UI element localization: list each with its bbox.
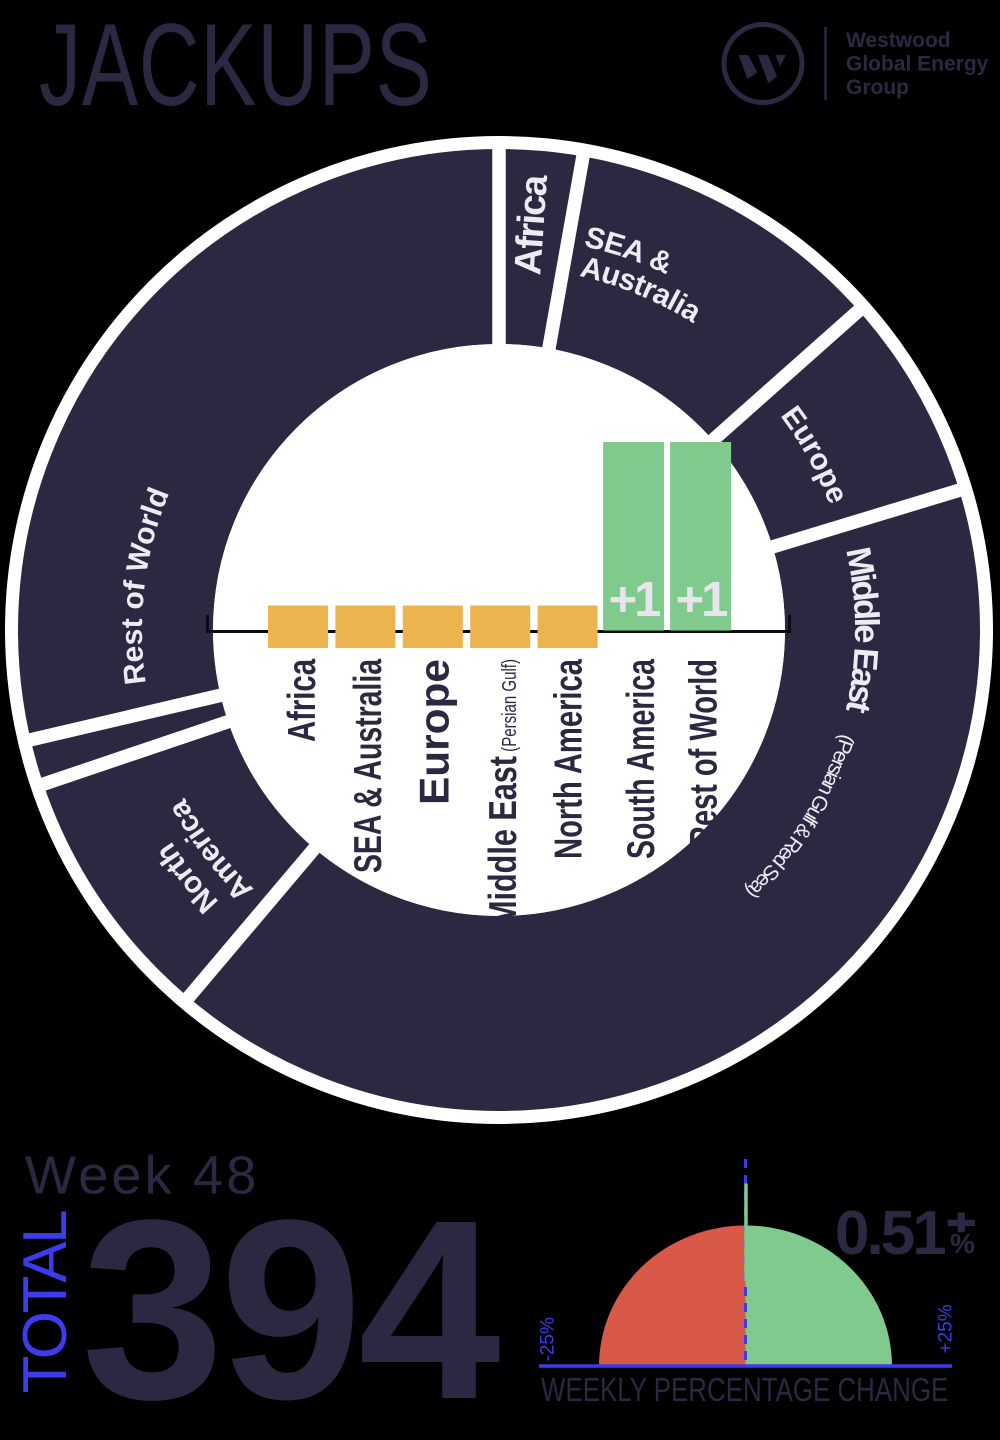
svg-text:North America: North America xyxy=(548,659,591,859)
svg-text:Global Energy: Global Energy xyxy=(846,53,989,76)
svg-text:JACKUPS: JACKUPS xyxy=(39,0,433,130)
svg-text:Week 48: Week 48 xyxy=(25,1146,260,1206)
svg-text:WEEKLY PERCENTAGE CHANGE: WEEKLY PERCENTAGE CHANGE xyxy=(541,1372,948,1409)
svg-text:+25%: +25% xyxy=(936,1304,957,1353)
svg-text:0.51: 0.51 xyxy=(835,1199,945,1268)
svg-text:SEA & Australia: SEA & Australia xyxy=(347,659,390,873)
svg-text:Group: Group xyxy=(846,76,909,99)
svg-text:South America: South America xyxy=(620,659,663,859)
svg-text:+1: +1 xyxy=(676,573,728,627)
svg-text:Africa: Africa xyxy=(507,173,556,277)
svg-text:Africa: Africa xyxy=(281,659,324,742)
svg-text:TOTAL: TOTAL xyxy=(11,1211,80,1394)
svg-text:Middle East (Persian Gulf): Middle East (Persian Gulf) xyxy=(482,659,525,926)
svg-text:+1: +1 xyxy=(609,573,661,627)
svg-text:394: 394 xyxy=(82,1167,500,1440)
svg-text:Rest of World: Rest of World xyxy=(683,659,726,847)
svg-text:Westwood: Westwood xyxy=(846,29,951,52)
svg-text:-25%: -25% xyxy=(538,1317,559,1361)
svg-text:Europe: Europe xyxy=(410,659,457,805)
svg-text:%: % xyxy=(950,1228,975,1259)
